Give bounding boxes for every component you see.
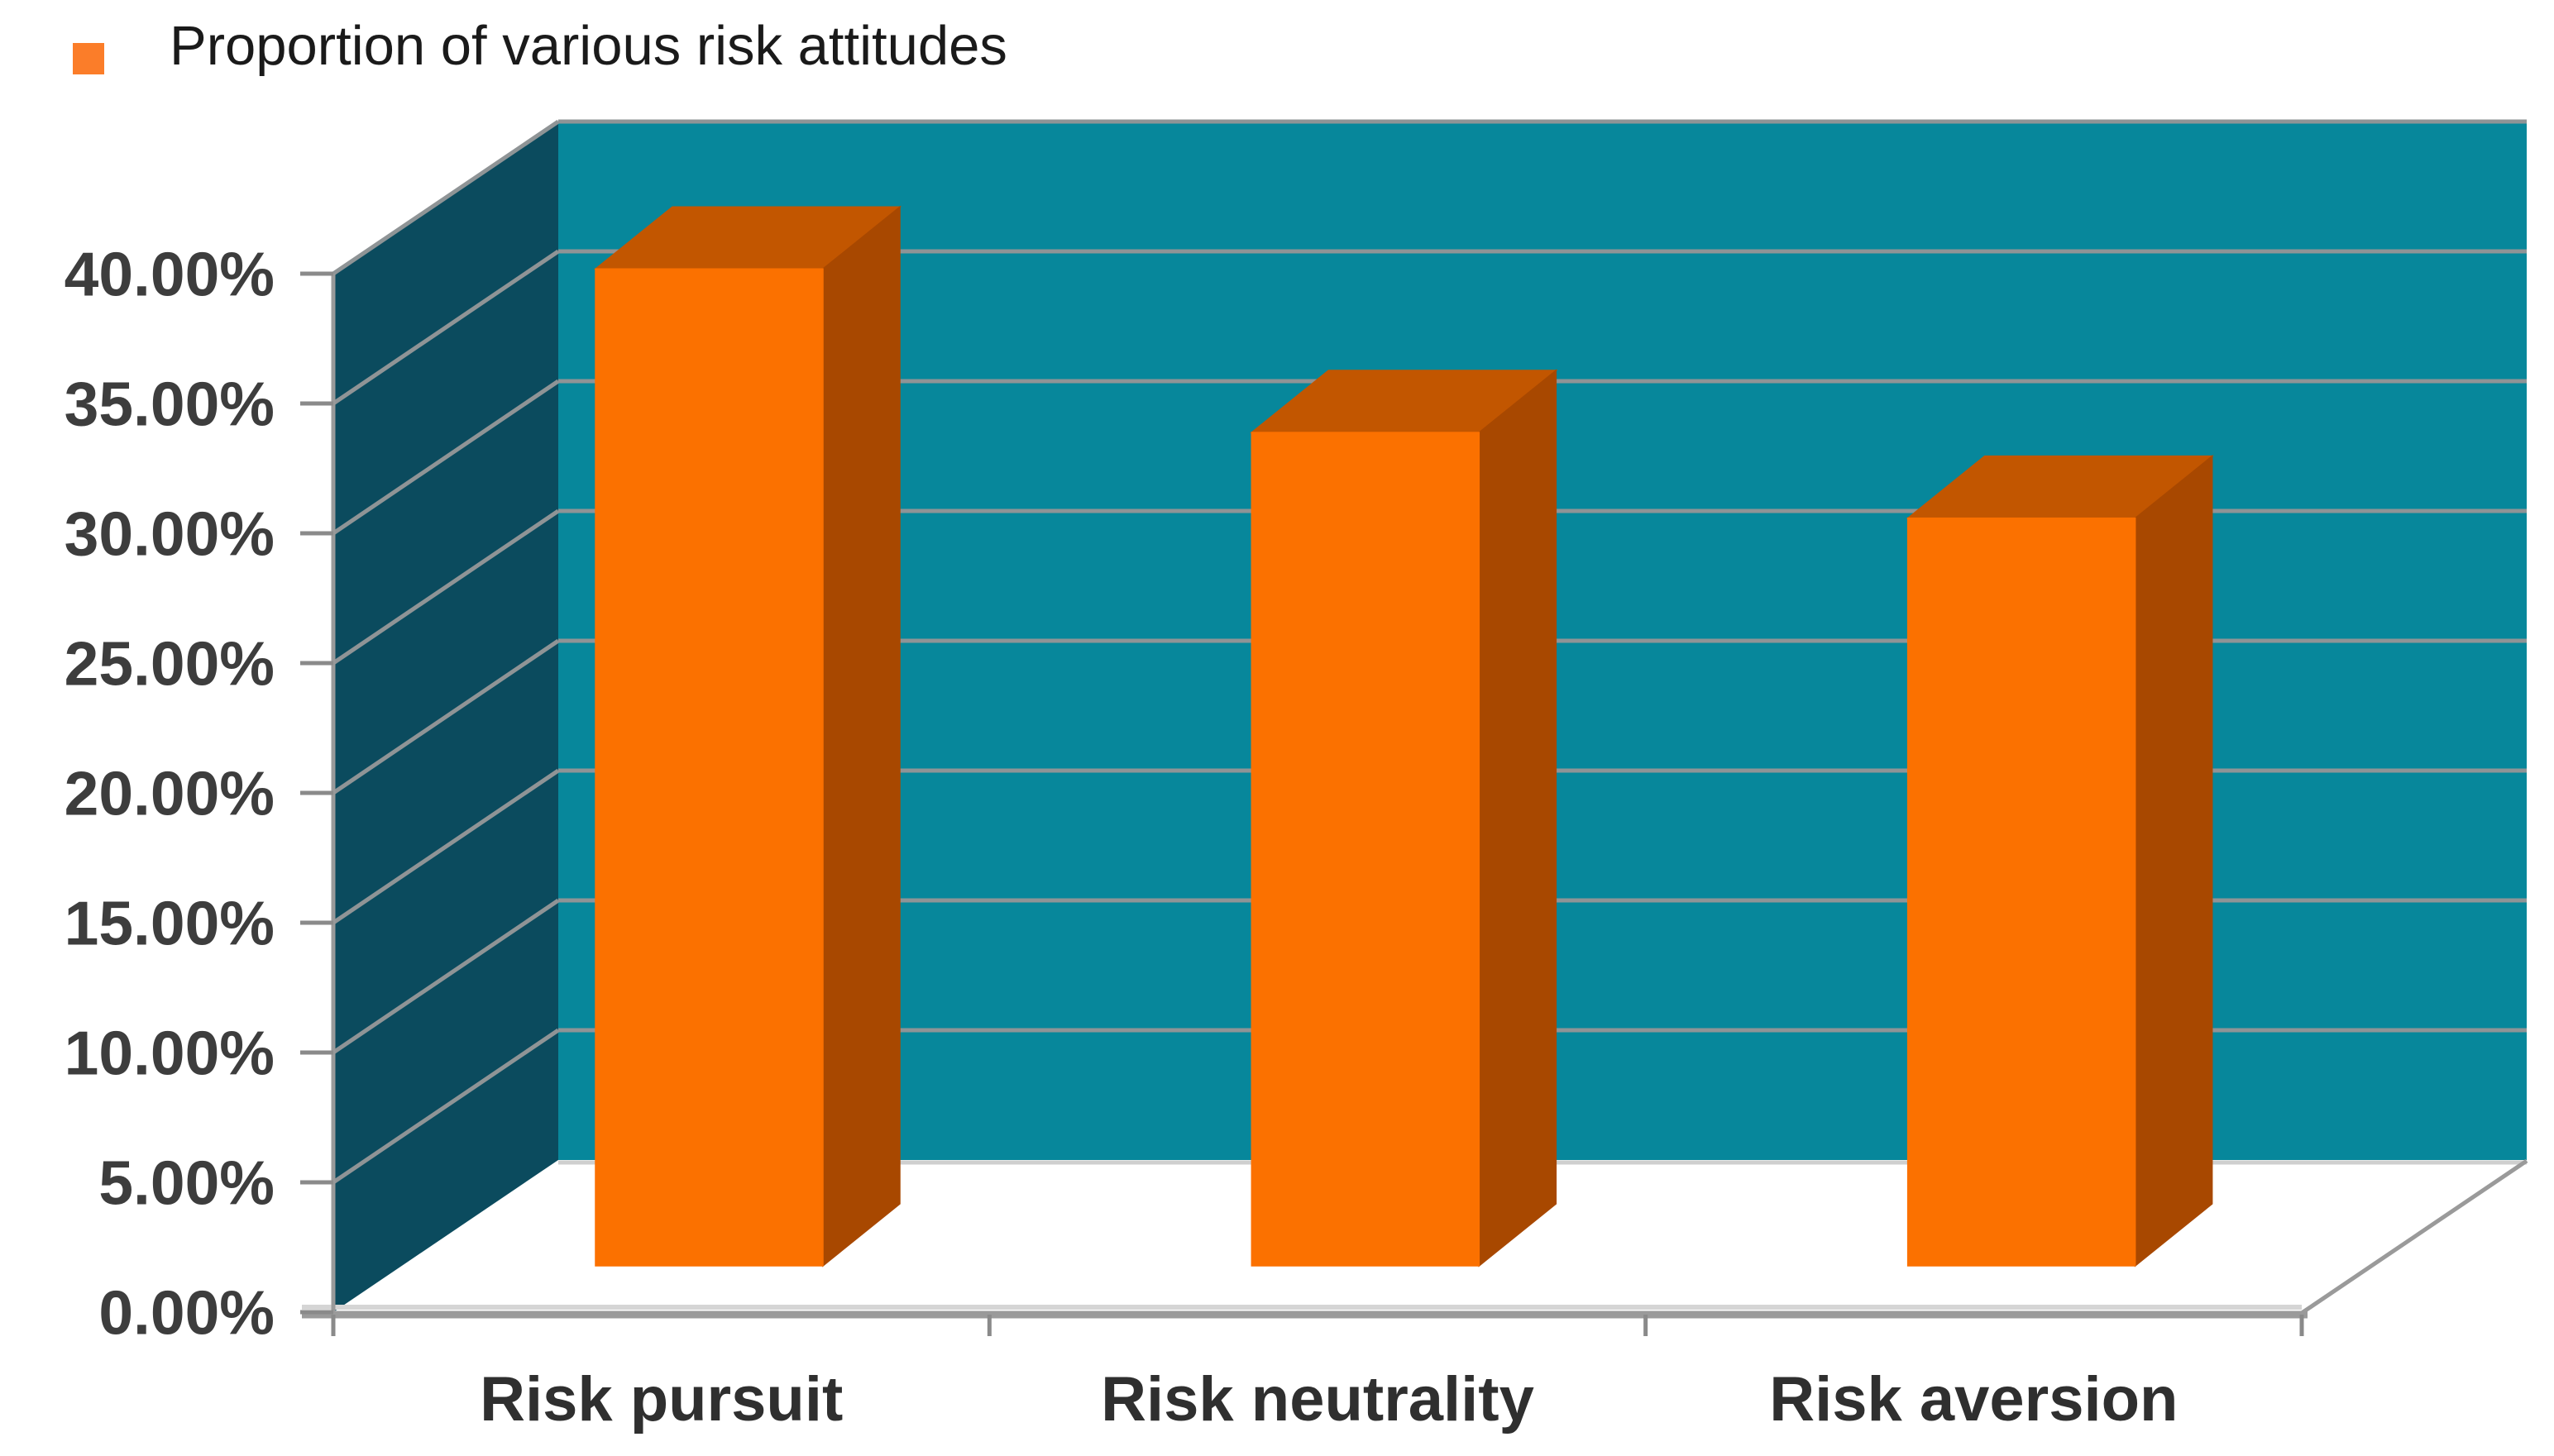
y-axis-label-35: 35.00%: [65, 369, 275, 438]
wall-gridline-20: [332, 638, 560, 795]
wall-gridline-30: [332, 379, 560, 536]
bar-risk-aversion-front: [1906, 517, 2136, 1267]
wall-gridline-40: [332, 119, 560, 276]
x-axis-label-1: Risk pursuit: [480, 1364, 843, 1435]
floor-right-edge: [2300, 1158, 2528, 1315]
bar-risk-aversion-side: [2134, 455, 2213, 1267]
x-axis-label-3: Risk aversion: [1769, 1364, 2178, 1435]
bar-risk-neutrality-front: [1251, 432, 1480, 1267]
bar-risk-pursuit-front: [595, 268, 824, 1267]
wall-gridline-25: [332, 508, 560, 666]
y-axis-label-15: 15.00%: [65, 888, 275, 957]
y-axis-label-25: 25.00%: [65, 628, 275, 698]
wall-gridline-10: [332, 898, 560, 1055]
y-axis-label-30: 30.00%: [65, 499, 275, 568]
bar-risk-pursuit-side: [822, 205, 901, 1267]
y-axis-label-10: 10.00%: [65, 1018, 275, 1087]
x-axis-label-2: Risk neutrality: [1101, 1364, 1534, 1435]
bar-risk-neutrality-side: [1478, 369, 1557, 1267]
y-axis-label-0: 0.00%: [98, 1277, 275, 1347]
wall-gridline-5: [332, 1028, 560, 1185]
y-axis-label-40: 40.00%: [65, 239, 275, 308]
wall-gridline-15: [332, 768, 560, 925]
wall-gridline-35: [332, 249, 560, 406]
y-axis-label-5: 5.00%: [98, 1148, 275, 1217]
legend: Proportion of various risk attitudes: [0, 0, 2554, 91]
legend-label: Proportion of various risk attitudes: [170, 15, 1007, 77]
y-axis-label-20: 20.00%: [65, 758, 275, 828]
legend-marker-icon: [73, 43, 104, 74]
